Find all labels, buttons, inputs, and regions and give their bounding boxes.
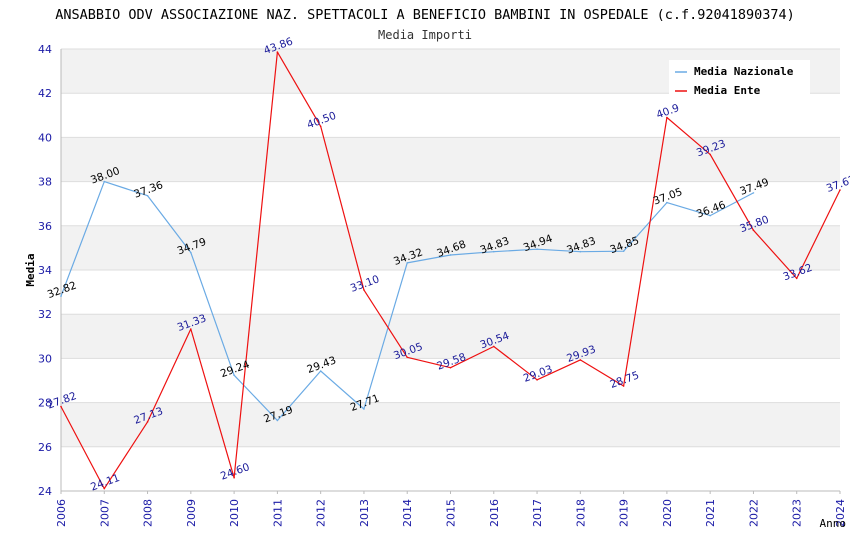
plot-band <box>61 314 840 359</box>
y-tick-label: 36 <box>38 220 52 233</box>
plot-band <box>61 181 840 226</box>
plot-band <box>61 93 840 138</box>
x-tick-label: 2010 <box>228 499 241 527</box>
x-tick-label: 2011 <box>271 499 284 527</box>
plot-band <box>61 137 840 182</box>
y-tick-label: 38 <box>38 176 52 189</box>
chart-title: ANSABBIO ODV ASSOCIAZIONE NAZ. SPETTACOL… <box>55 7 795 23</box>
data-point <box>319 125 322 128</box>
plot-band <box>61 270 840 315</box>
x-tick-label: 2017 <box>531 499 544 527</box>
legend-label-media-ente: Media Ente <box>694 84 761 97</box>
plot-band <box>61 358 840 403</box>
y-axis-label: Media <box>24 253 37 286</box>
data-point <box>666 201 668 204</box>
x-tick-label: 2023 <box>791 499 804 527</box>
data-point <box>492 250 495 253</box>
x-tick-label: 2008 <box>142 499 155 527</box>
data-point <box>752 229 755 232</box>
plot-bands <box>61 49 840 491</box>
plot-band <box>61 225 840 270</box>
x-tick-label: 2014 <box>401 499 414 527</box>
y-tick-label: 30 <box>38 352 52 365</box>
chart-subtitle: Media Importi <box>378 28 472 42</box>
y-tick-label: 40 <box>38 131 52 144</box>
x-tick-label: 2021 <box>704 499 717 527</box>
y-tick-label: 24 <box>38 485 52 498</box>
legend-label-media-nazionale: Media Nazionale <box>694 65 794 78</box>
y-tick-label: 44 <box>38 43 52 56</box>
x-tick-label: 2020 <box>661 499 674 527</box>
plot-band <box>61 402 840 447</box>
x-tick-label: 2007 <box>98 499 111 527</box>
plot-band <box>61 446 840 491</box>
data-point <box>103 487 106 490</box>
data-point <box>190 251 192 254</box>
data-point <box>752 192 755 194</box>
data-point <box>536 248 538 251</box>
data-point <box>622 250 625 253</box>
data-point <box>319 370 322 372</box>
x-axis-label: Anno <box>820 517 847 530</box>
data-point <box>666 116 668 119</box>
x-tick-labels: 2006 2007 2008 2009 2010 2011 2012 2013 2014 2015… <box>55 499 847 527</box>
y-tick-label: 34 <box>38 264 52 277</box>
x-tick-label: 2015 <box>445 499 458 527</box>
data-point <box>363 289 365 291</box>
data-point <box>839 189 841 191</box>
data-point <box>406 356 409 359</box>
x-tick-label: 2018 <box>574 499 587 527</box>
x-tick-label: 2016 <box>488 499 501 527</box>
data-point <box>103 180 106 183</box>
x-tick-label: 2009 <box>185 499 198 527</box>
x-tick-label: 2022 <box>747 499 760 527</box>
data-point <box>622 385 625 387</box>
series-layer <box>60 51 841 490</box>
y-tick-label: 32 <box>38 308 52 321</box>
data-point <box>276 51 279 53</box>
data-point <box>579 250 582 253</box>
data-point <box>60 405 62 408</box>
data-point <box>363 408 365 410</box>
data-point <box>709 153 711 156</box>
data-point <box>579 359 582 361</box>
x-tick-label: 2024 <box>834 499 847 527</box>
x-tick-label: 2013 <box>358 499 371 527</box>
data-point <box>233 374 235 376</box>
y-tick-label: 28 <box>38 397 52 410</box>
y-tick-label: 42 <box>38 87 52 100</box>
data-point <box>449 254 452 256</box>
y-tick-labels: 24 26 28 30 32 34 36 38 40 42 44 <box>38 43 52 498</box>
x-tick-label: 2012 <box>315 499 328 527</box>
data-point <box>406 262 409 264</box>
data-point <box>449 366 452 369</box>
data-point <box>492 345 495 348</box>
legend: Media Nazionale Media Ente <box>669 60 810 100</box>
x-tick-label: 2019 <box>618 499 631 527</box>
data-point <box>709 214 711 217</box>
x-tick-label: 2006 <box>55 499 68 527</box>
legend-box <box>669 60 810 100</box>
data-point <box>146 421 149 423</box>
data-point <box>146 194 149 197</box>
data-point <box>276 419 279 422</box>
data-point <box>536 379 538 381</box>
data-point <box>190 328 192 330</box>
data-point <box>233 476 235 479</box>
data-point <box>795 277 798 280</box>
y-tick-label: 26 <box>38 441 52 454</box>
data-point <box>60 295 62 297</box>
